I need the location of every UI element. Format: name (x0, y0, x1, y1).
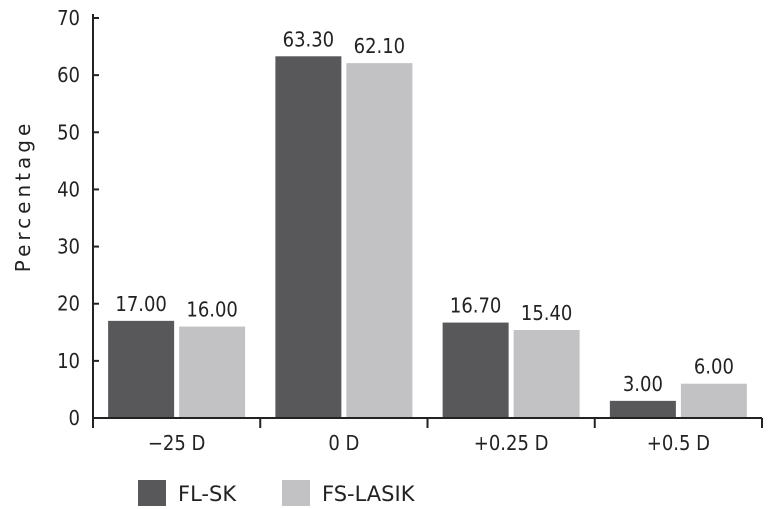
y-tick-label: 20 (57, 292, 80, 316)
bar-value-label: 15.40 (521, 301, 573, 325)
y-tick-label: 40 (57, 177, 80, 201)
x-ticks-layer: −25 D 0 D +0.25 D +0.5 D (92, 418, 763, 455)
y-tick-label: 30 (57, 235, 80, 259)
y-tick-label: 60 (57, 63, 80, 87)
bar-fs-lasik (513, 330, 580, 418)
bar-value-label: 16.70 (450, 294, 502, 318)
x-tick-label: +0.25 D (474, 431, 549, 455)
legend-swatch (282, 480, 310, 506)
data-labels-layer: 17.00 16.00 63.30 62.10 16.70 15.40 3.00 6.00 (115, 27, 734, 396)
bar-value-label: 63.30 (283, 27, 335, 51)
y-ticks-layer: 0 10 20 30 40 50 60 70 (57, 6, 99, 430)
y-tick-label: 0 (69, 406, 80, 430)
bar-fl-sk (275, 56, 342, 419)
bar-value-label: 6.00 (694, 355, 734, 379)
bar-value-label: 16.00 (186, 298, 238, 322)
bar-fs-lasik (346, 63, 413, 419)
bar-fl-sk (442, 322, 509, 418)
x-tick-label: +0.5 D (647, 431, 710, 455)
y-axis-title: Percentage (11, 120, 35, 273)
x-tick-label: 0 D (328, 431, 359, 455)
bar-fs-lasik (179, 326, 246, 418)
x-tick-label: −25 D (148, 431, 206, 455)
legend: FL-SK FS-LASIK (138, 480, 416, 506)
bar-value-label: 3.00 (623, 372, 663, 396)
bars-layer (108, 56, 747, 419)
bar-fs-lasik (680, 383, 747, 418)
bar-fl-sk (609, 400, 676, 418)
bar-fl-sk (108, 320, 175, 418)
bar-value-label: 17.00 (115, 292, 167, 316)
y-tick-label: 70 (57, 6, 80, 30)
legend-label: FS-LASIK (322, 482, 416, 506)
y-tick-label: 10 (57, 349, 80, 373)
legend-label: FL-SK (178, 482, 237, 506)
legend-swatch (138, 480, 166, 506)
bar-value-label: 62.10 (354, 34, 406, 58)
y-tick-label: 50 (57, 120, 80, 144)
